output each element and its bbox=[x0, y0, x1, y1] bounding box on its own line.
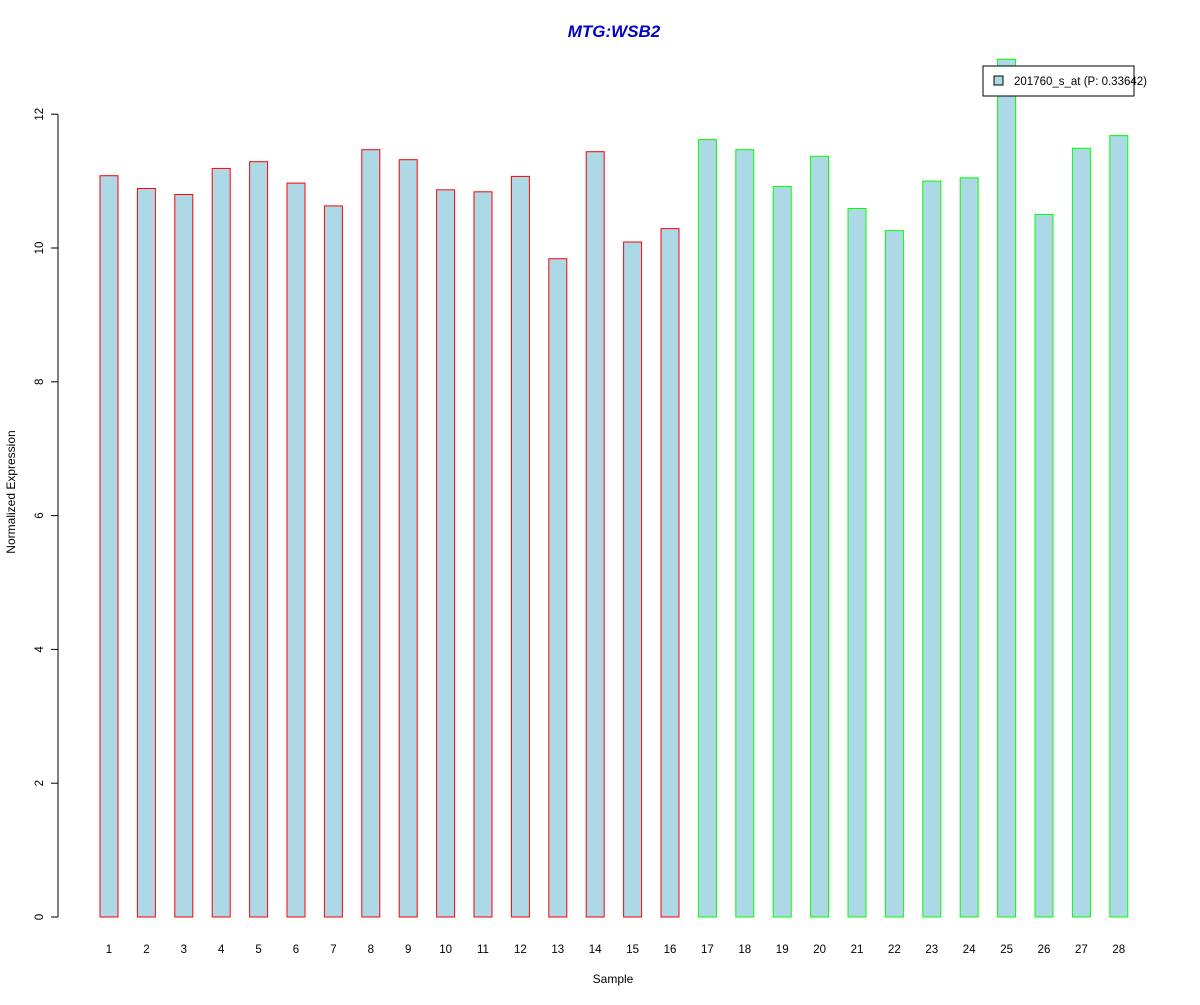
bar-24 bbox=[959, 177, 979, 918]
bar-13 bbox=[548, 258, 568, 918]
x-tick-label: 5 bbox=[255, 944, 261, 956]
bar-23 bbox=[922, 180, 942, 918]
bar-28 bbox=[1109, 135, 1129, 918]
x-tick-label: 13 bbox=[551, 944, 564, 956]
x-tick-label: 19 bbox=[776, 944, 789, 956]
bar-26 bbox=[1034, 214, 1054, 918]
bar-20 bbox=[810, 155, 830, 918]
y-tick-label: 12 bbox=[34, 108, 46, 121]
bar-22 bbox=[884, 230, 904, 918]
x-tick-label: 12 bbox=[514, 944, 527, 956]
bar-5 bbox=[249, 161, 269, 918]
legend: 201760_s_at (P: 0.33642) bbox=[982, 65, 1147, 97]
x-axis-label: Sample bbox=[593, 972, 634, 986]
x-tick-label: 8 bbox=[368, 944, 374, 956]
x-tick-label: 15 bbox=[626, 944, 639, 956]
x-tick-label: 22 bbox=[888, 944, 901, 956]
y-tick-label: 6 bbox=[34, 512, 46, 518]
x-tick-label: 21 bbox=[851, 944, 864, 956]
x-tick-label: 2 bbox=[143, 944, 149, 956]
x-tick-label: 28 bbox=[1112, 944, 1125, 956]
x-tick-label: 27 bbox=[1075, 944, 1088, 956]
bars-group bbox=[99, 58, 1129, 918]
bar-25 bbox=[997, 58, 1017, 918]
legend-box bbox=[982, 65, 1135, 97]
bar-2 bbox=[136, 188, 156, 918]
bar-21 bbox=[847, 208, 867, 918]
bar-15 bbox=[623, 241, 643, 918]
y-tick-label: 0 bbox=[34, 914, 46, 920]
bar-6 bbox=[286, 182, 306, 918]
x-tick-label: 1 bbox=[106, 944, 112, 956]
x-tick-label: 10 bbox=[439, 944, 452, 956]
bar-10 bbox=[436, 189, 456, 918]
x-tick-label: 17 bbox=[701, 944, 714, 956]
x-tick-labels: 1 2 3 4 5 6 7 8 9 10 11 12 13 14 15 16 17 18 19 20 21 22 23 24 2… bbox=[106, 944, 1125, 956]
bar-16 bbox=[660, 228, 680, 918]
x-tick-label: 26 bbox=[1038, 944, 1051, 956]
x-tick-label: 23 bbox=[925, 944, 938, 956]
chart-title: MTG:WSB2 bbox=[568, 22, 661, 41]
x-tick-label: 24 bbox=[963, 944, 976, 956]
y-tick-label: 2 bbox=[34, 780, 46, 786]
bar-17 bbox=[697, 139, 717, 918]
y-axis: 0 2 4 6 8 10 12 bbox=[34, 108, 59, 920]
x-tick-label: 9 bbox=[405, 944, 411, 956]
y-tick-label: 8 bbox=[34, 379, 46, 385]
bar-9 bbox=[398, 159, 418, 918]
bar-4 bbox=[211, 167, 231, 918]
y-tick-label: 10 bbox=[34, 242, 46, 255]
x-tick-label: 20 bbox=[813, 944, 826, 956]
bar-1 bbox=[99, 175, 119, 918]
bar-14 bbox=[585, 151, 605, 918]
bar-12 bbox=[510, 175, 530, 918]
legend-entry-label: 201760_s_at (P: 0.33642) bbox=[1014, 76, 1147, 88]
x-tick-label: 3 bbox=[181, 944, 187, 956]
y-tick-label: 4 bbox=[34, 646, 46, 653]
bar-8 bbox=[361, 149, 381, 918]
bar-27 bbox=[1071, 147, 1091, 918]
bar-19 bbox=[772, 186, 792, 918]
bar-7 bbox=[323, 205, 343, 918]
bar-18 bbox=[735, 149, 755, 918]
x-tick-label: 6 bbox=[293, 944, 299, 956]
x-tick-label: 11 bbox=[477, 944, 489, 956]
legend-swatch bbox=[993, 75, 1004, 86]
x-tick-label: 4 bbox=[218, 944, 225, 956]
x-tick-label: 14 bbox=[589, 944, 602, 956]
x-tick-label: 16 bbox=[664, 944, 677, 956]
bar-3 bbox=[174, 194, 194, 918]
x-tick-label: 7 bbox=[330, 944, 336, 956]
x-tick-label: 18 bbox=[738, 944, 751, 956]
x-tick-label: 25 bbox=[1000, 944, 1013, 956]
bar-11 bbox=[473, 191, 493, 918]
y-axis-label: Normalized Expression bbox=[4, 430, 18, 553]
